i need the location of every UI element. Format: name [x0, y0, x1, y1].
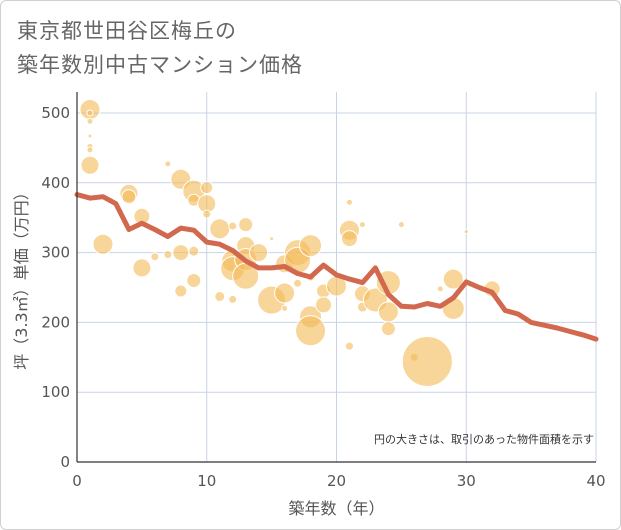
y-axis-title: 坪（3.3㎡）単価（万円）: [12, 184, 31, 369]
bubble-point: [228, 294, 238, 304]
bubble-point: [295, 315, 327, 347]
x-tick-label: 10: [197, 472, 216, 490]
bubble-point: [238, 217, 254, 233]
bubble-point: [228, 221, 238, 231]
y-tick-label: 100: [41, 383, 70, 401]
bubble-point: [86, 109, 94, 117]
y-tick-label: 500: [41, 104, 70, 122]
bubble-point: [86, 117, 94, 125]
bubble-point: [401, 335, 453, 387]
bubble-point: [315, 296, 333, 314]
chart-title: 東京都世田谷区梅丘の 築年数別中古マンション価格: [17, 14, 303, 82]
x-tick-label: 20: [327, 472, 346, 490]
axes: [76, 92, 596, 463]
x-axis-title: 築年数（年）: [288, 499, 384, 518]
bubble-point: [172, 244, 190, 262]
bubble-point: [92, 233, 114, 255]
bubble-point: [121, 189, 137, 205]
bubble-point: [87, 133, 93, 139]
bubble-point: [249, 243, 269, 263]
y-tick-label: 200: [41, 313, 70, 331]
y-tick-label: 0: [60, 453, 70, 471]
bubble-size-note: 円の大きさは、取引のあった物件面積を示す: [374, 432, 594, 446]
bubble-point: [132, 258, 152, 278]
bubble-point: [188, 245, 200, 257]
bubble-point: [200, 181, 214, 195]
title-line-1: 東京都世田谷区梅丘の: [17, 19, 237, 43]
bubble-point: [397, 221, 405, 229]
bubble-point: [186, 272, 202, 288]
bubble-point: [163, 250, 173, 260]
bubble-point: [150, 252, 160, 262]
x-tick-label: 0: [72, 472, 82, 490]
bubble-point: [209, 218, 231, 240]
bubble-point: [380, 321, 396, 337]
bubble-point: [164, 160, 172, 168]
bubble-point: [344, 341, 354, 351]
bubble-point: [442, 268, 464, 290]
x-tick-label: 30: [457, 472, 476, 490]
y-tick-label: 400: [41, 174, 70, 192]
x-tick-label: 40: [586, 472, 605, 490]
average-price-line: [74, 192, 599, 342]
title-line-2: 築年数別中古マンション価格: [17, 53, 303, 77]
bubble-point: [174, 284, 188, 298]
bubble-point: [345, 198, 353, 206]
bubble-point: [358, 221, 366, 229]
bubble-point: [86, 146, 94, 154]
grid: [77, 92, 597, 462]
bubble-point: [214, 291, 226, 303]
bubble-point: [80, 155, 100, 175]
bubble-point: [436, 285, 444, 293]
bubble-point: [202, 209, 212, 219]
bubble-point: [281, 304, 289, 312]
y-tick-label: 300: [41, 244, 70, 262]
bubble-point: [269, 236, 275, 242]
bubble-layer: [79, 98, 501, 387]
trend-line-layer: [74, 192, 599, 342]
bubble-point: [340, 230, 358, 248]
bubble-point: [274, 282, 296, 304]
bubble-point: [299, 234, 323, 258]
bubble-point: [293, 278, 303, 288]
bubble-point: [463, 229, 469, 235]
bubble-point: [377, 301, 399, 323]
